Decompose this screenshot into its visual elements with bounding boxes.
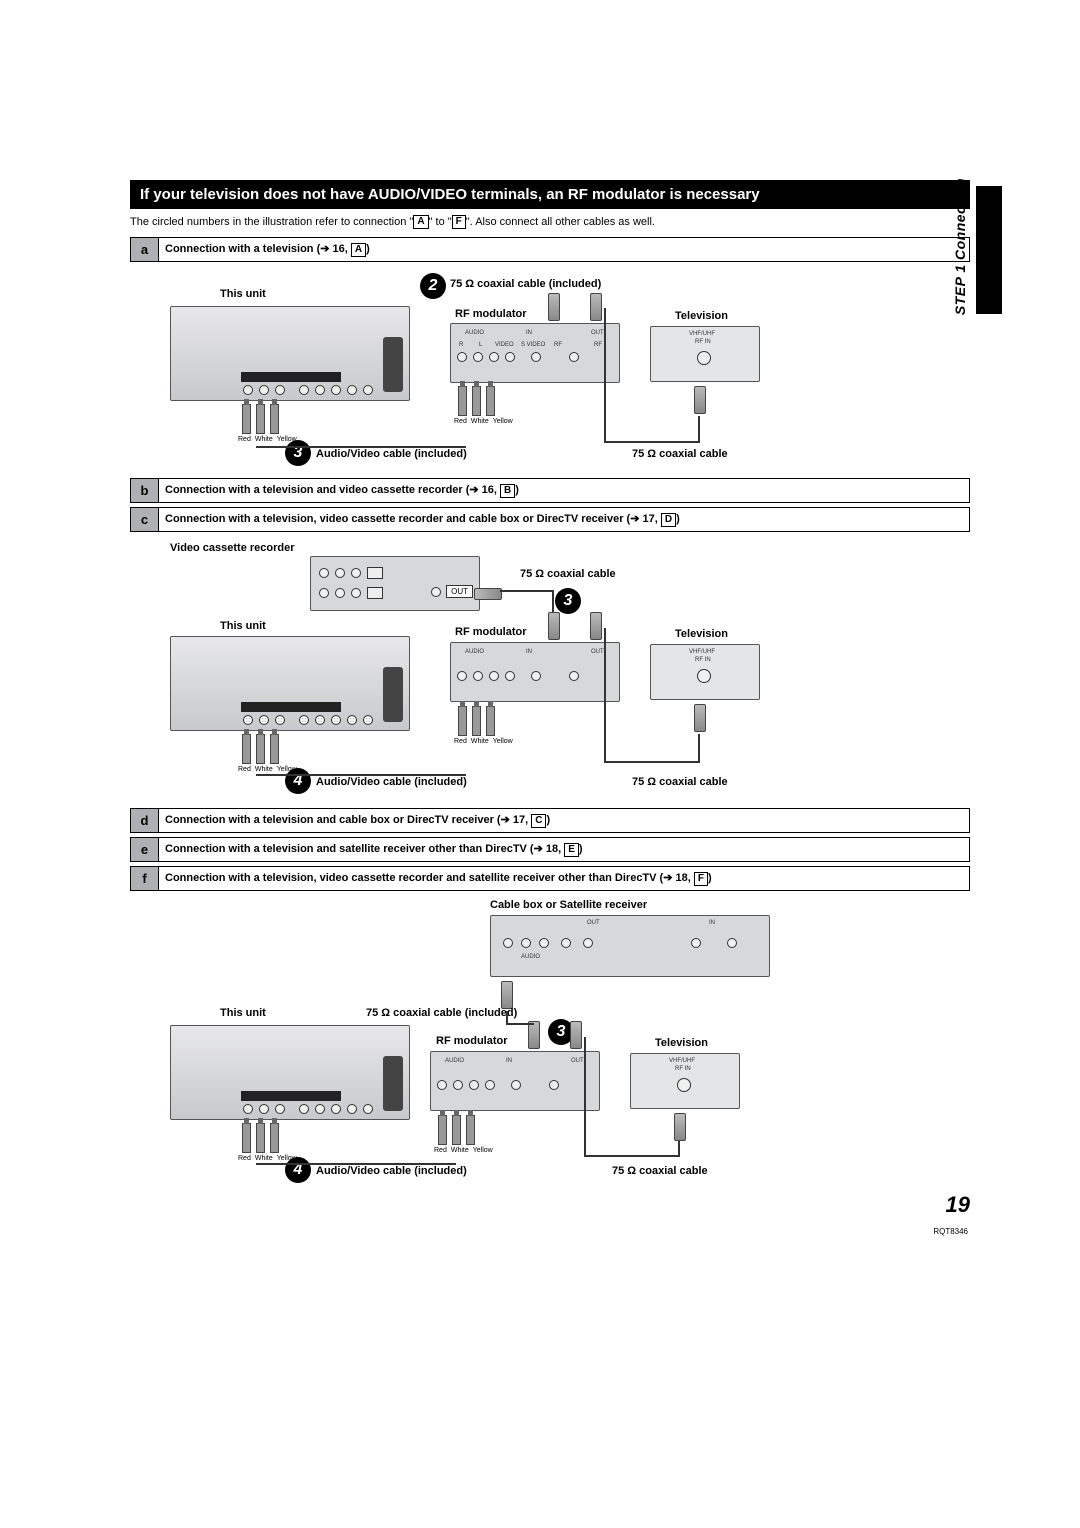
label-av-1: Audio/Video cable (included): [316, 448, 467, 460]
label-this-unit-1: This unit: [220, 288, 266, 300]
label-coax-1: 75 Ω coaxial cable: [632, 448, 728, 460]
num-3-a: 3: [285, 440, 311, 466]
num-4-d: 4: [285, 1157, 311, 1183]
device-this-unit-3: [170, 1025, 410, 1120]
row-a-desc: Connection with a television (➔ 16, A): [159, 238, 970, 262]
num-3-b: 3: [555, 588, 581, 614]
label-coax-3: 75 Ω coaxial cable: [632, 776, 728, 788]
label-tv-1: Television: [675, 310, 728, 322]
row-e: eConnection with a television and satell…: [130, 837, 970, 862]
label-coax-2: 75 Ω coaxial cable: [520, 568, 616, 580]
device-this-unit-1: [170, 306, 410, 401]
label-coax-4: 75 Ω coaxial cable: [612, 1165, 708, 1177]
label-rf-mod-3: RF modulator: [436, 1035, 508, 1047]
diagram-a: This unit RedWhiteYellow 2 75 Ω coaxial …: [130, 268, 970, 468]
label-av-3: Audio/Video cable (included): [316, 1165, 467, 1177]
doc-code: RQT8346: [933, 1227, 968, 1236]
row-c: c Connection with a television, video ca…: [130, 507, 970, 532]
intro-prefix: The circled numbers in the illustration …: [130, 216, 413, 228]
label-coax-incl-3: 75 Ω coaxial cable (included): [366, 1007, 517, 1019]
header-bar: If your television does not have AUDIO/V…: [130, 180, 970, 209]
intro-text: The circled numbers in the illustration …: [130, 215, 970, 229]
label-vcr: Video cassette recorder: [170, 542, 295, 554]
label-rf-mod-2: RF modulator: [455, 626, 527, 638]
row-a-letter: a: [131, 238, 159, 262]
label-coax-incl-1: 75 Ω coaxial cable (included): [450, 278, 601, 290]
intro-suffix: ". Also connect all other cables as well…: [466, 216, 655, 228]
rwy-1: RedWhiteYellow: [238, 436, 297, 443]
label-cablebox: Cable box or Satellite receiver: [490, 899, 647, 911]
intro-mid: " to ": [429, 216, 452, 228]
device-this-unit-2: [170, 636, 410, 731]
num-2: 2: [420, 273, 446, 299]
intro-ref-a: A: [413, 215, 428, 229]
label-rf-mod-1: RF modulator: [455, 308, 527, 320]
device-tv-1: VHF/UHF RF IN: [650, 326, 760, 382]
device-vcr: OUT: [310, 556, 480, 611]
diagram-def: Cable box or Satellite receiver OUT IN A…: [130, 897, 970, 1187]
num-4-b: 4: [285, 768, 311, 794]
row-a: a Connection with a television (➔ 16, A): [130, 237, 970, 262]
label-this-unit-2: This unit: [220, 620, 266, 632]
rwy-2: RedWhiteYellow: [454, 418, 513, 425]
device-tv-3: VHF/UHF RF IN: [630, 1053, 740, 1109]
label-tv-2: Television: [675, 628, 728, 640]
device-tv-2: VHF/UHF RF IN: [650, 644, 760, 700]
label-this-unit-3: This unit: [220, 1007, 266, 1019]
device-cablebox: OUT IN AUDIO: [490, 915, 770, 977]
device-rf-mod-1: AUDIO IN OUT R L VIDEO S VIDEO RF RF: [450, 323, 620, 383]
intro-ref-f: F: [452, 215, 466, 229]
row-b: b Connection with a television and video…: [130, 478, 970, 503]
label-tv-3: Television: [655, 1037, 708, 1049]
device-rf-mod-3: AUDIO IN OUT: [430, 1051, 600, 1111]
row-f: fConnection with a television, video cas…: [130, 866, 970, 891]
row-d: dConnection with a television and cable …: [130, 808, 970, 833]
page-content: If your television does not have AUDIO/V…: [0, 0, 1080, 1187]
device-rf-mod-2: AUDIO IN OUT: [450, 642, 620, 702]
diagram-bc: Video cassette recorder OUT 75 Ω coaxial…: [130, 538, 970, 798]
page-number: 19: [946, 1192, 970, 1218]
label-av-2: Audio/Video cable (included): [316, 776, 467, 788]
